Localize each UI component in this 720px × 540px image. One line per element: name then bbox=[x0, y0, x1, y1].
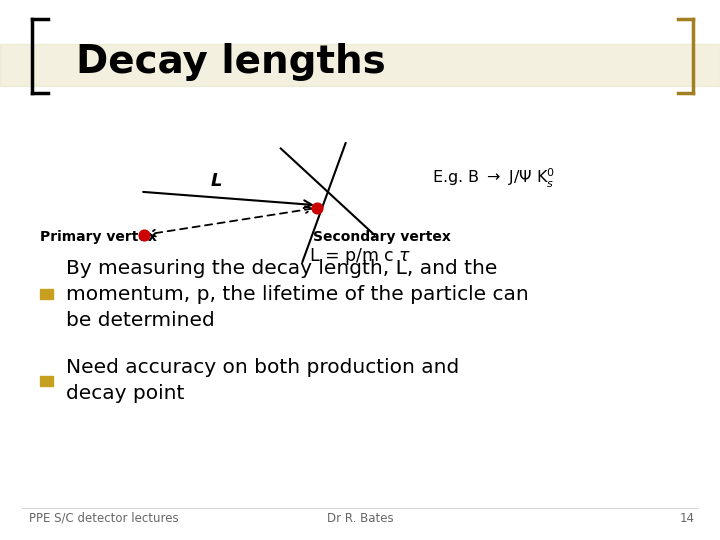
Bar bbox=[40, 289, 53, 299]
Text: 14: 14 bbox=[680, 512, 695, 525]
Point bbox=[138, 231, 150, 239]
Text: L: L bbox=[210, 172, 222, 190]
Text: E.g. B $\rightarrow$ J/$\Psi$ K$_s^0$: E.g. B $\rightarrow$ J/$\Psi$ K$_s^0$ bbox=[432, 167, 555, 190]
Text: PPE S/C detector lectures: PPE S/C detector lectures bbox=[29, 512, 179, 525]
Text: Primary vertex: Primary vertex bbox=[40, 230, 156, 244]
Bar bbox=[0, 44, 720, 86]
Text: Dr R. Bates: Dr R. Bates bbox=[327, 512, 393, 525]
Text: Need accuracy on both production and
decay point: Need accuracy on both production and dec… bbox=[66, 359, 459, 403]
Point bbox=[311, 204, 323, 212]
Text: Secondary vertex: Secondary vertex bbox=[313, 230, 451, 244]
Text: Decay lengths: Decay lengths bbox=[76, 43, 385, 81]
Text: By measuring the decay length, L, and the
momentum, p, the lifetime of the parti: By measuring the decay length, L, and th… bbox=[66, 259, 528, 329]
Text: L = p/m c $\tau$: L = p/m c $\tau$ bbox=[309, 246, 411, 267]
Bar bbox=[40, 376, 53, 386]
